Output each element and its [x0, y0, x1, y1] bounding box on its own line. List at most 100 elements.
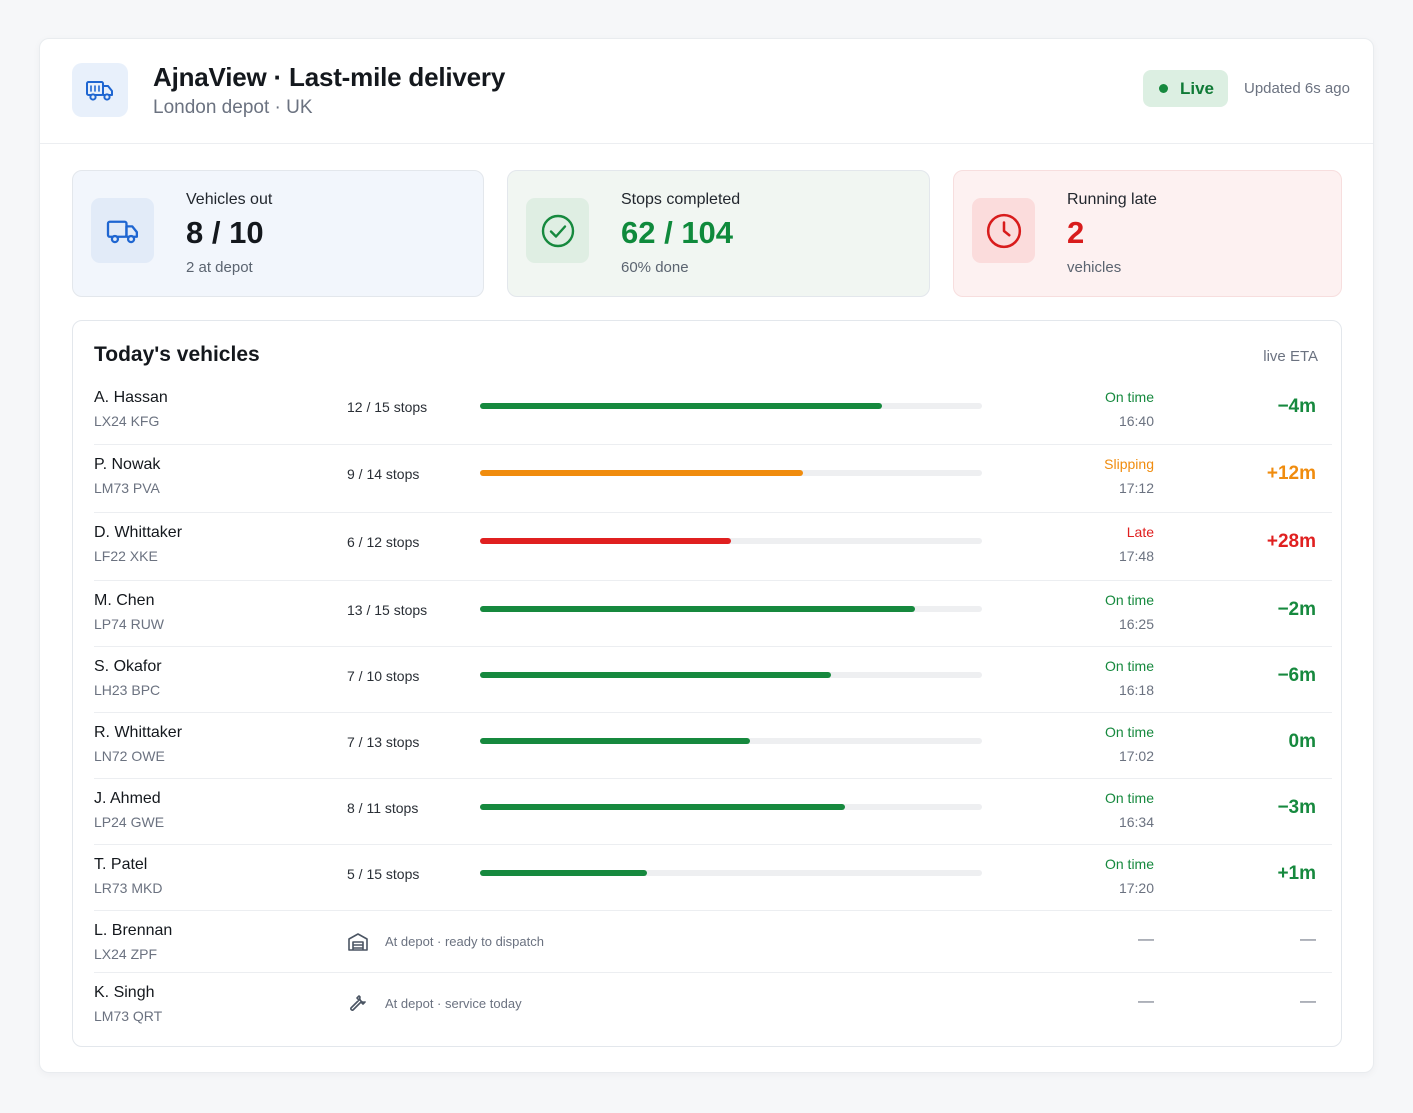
wrench-icon	[347, 993, 369, 1015]
header: AjnaView · Last-mile delivery London dep…	[40, 39, 1373, 144]
stat-running-late: Running late 2 vehicles	[953, 170, 1342, 297]
stat-value: 62 / 104	[621, 215, 734, 250]
vehicle-driver-name: A. Hassan	[94, 389, 168, 406]
vehicle-plate: LX24 KFG	[94, 413, 160, 429]
progress-fill	[480, 672, 832, 678]
depot-note: At depot · service today	[385, 996, 522, 1011]
vehicle-delta: —	[1300, 993, 1316, 1010]
vehicle-driver-name: S. Okafor	[94, 658, 162, 675]
table-row[interactable]: P. Nowak LM73 PVA 9 / 14 stops Slipping …	[94, 445, 1332, 513]
check-circle-icon	[526, 198, 589, 263]
progress-fill	[480, 738, 751, 744]
vehicle-plate: LR73 MKD	[94, 880, 163, 896]
table-row[interactable]: L. Brennan LX24 ZPF At depot · ready to …	[94, 911, 1332, 973]
vehicle-status: On time	[1104, 724, 1154, 740]
vehicle-plate: LX24 ZPF	[94, 946, 158, 962]
vehicle-eta: 17:02	[1118, 748, 1154, 764]
stat-sub: 2 at depot	[186, 259, 253, 276]
vehicle-driver-name: M. Chen	[94, 592, 155, 609]
vehicle-status: On time	[1104, 856, 1154, 872]
progress-track	[480, 403, 982, 409]
vehicle-delta: −4m	[1277, 396, 1316, 417]
table-row[interactable]: K. Singh LM73 QRT At depot · service tod…	[94, 973, 1332, 1039]
vehicle-status: On time	[1104, 592, 1154, 608]
table-row[interactable]: T. Patel LR73 MKD 5 / 15 stops On time 1…	[94, 845, 1332, 911]
vehicle-plate: LP24 GWE	[94, 814, 165, 830]
progress-track	[480, 470, 982, 476]
vehicle-eta: 16:40	[1118, 413, 1154, 429]
table-row[interactable]: J. Ahmed LP24 GWE 8 / 11 stops On time 1…	[94, 779, 1332, 845]
vehicle-plate: LN72 OWE	[94, 748, 165, 764]
vehicle-stops: 13 / 15 stops	[347, 602, 428, 618]
vehicle-plate: LH23 BPC	[94, 682, 161, 698]
stat-stops-completed: Stops completed 62 / 104 60% done	[507, 170, 930, 297]
vehicle-delta: +1m	[1277, 863, 1316, 884]
vehicle-status: On time	[1104, 389, 1154, 405]
app-subtitle: London depot · UK	[153, 97, 313, 118]
vehicle-driver-name: P. Nowak	[94, 456, 161, 473]
progress-track	[480, 870, 982, 876]
app-title: AjnaView · Last-mile delivery	[153, 62, 506, 92]
last-updated: Updated 6s ago	[1244, 80, 1350, 97]
vehicle-stops: 5 / 15 stops	[347, 866, 420, 882]
vehicle-status: —	[1138, 993, 1154, 1010]
vehicle-eta: 17:12	[1118, 480, 1154, 496]
table-row[interactable]: M. Chen LP74 RUW 13 / 15 stops On time 1…	[94, 581, 1332, 647]
vehicle-plate: LP74 RUW	[94, 616, 165, 632]
vehicle-driver-name: R. Whittaker	[94, 724, 183, 741]
vehicle-stops: 12 / 15 stops	[347, 399, 428, 415]
stat-sub: vehicles	[1067, 259, 1122, 276]
progress-track	[480, 606, 982, 612]
stat-value: 2	[1067, 215, 1085, 250]
dashboard-card: AjnaView · Last-mile delivery London dep…	[39, 38, 1374, 1073]
progress-fill	[480, 470, 803, 476]
progress-track	[480, 672, 982, 678]
vehicle-status: On time	[1104, 658, 1154, 674]
vehicle-plate: LM73 QRT	[94, 1008, 163, 1024]
table-row[interactable]: S. Okafor LH23 BPC 7 / 10 stops On time …	[94, 647, 1332, 713]
vehicle-eta: 16:34	[1118, 814, 1154, 830]
vehicle-eta: 17:48	[1118, 548, 1154, 564]
vehicle-delta: +12m	[1266, 463, 1316, 484]
vehicle-plate: LF22 XKE	[94, 548, 158, 564]
vehicle-driver-name: J. Ahmed	[94, 790, 161, 807]
stat-sub: 60% done	[621, 259, 689, 276]
vehicle-stops: 7 / 10 stops	[347, 668, 420, 684]
progress-fill	[480, 403, 882, 409]
live-status-badge[interactable]: Live	[1143, 70, 1228, 107]
progress-track	[480, 804, 982, 810]
stat-label: Stops completed	[621, 191, 741, 208]
progress-fill	[480, 538, 731, 544]
stat-value: 8 / 10	[186, 215, 264, 250]
vehicle-delta: −3m	[1277, 797, 1316, 818]
vehicle-driver-name: K. Singh	[94, 984, 155, 1001]
stat-label: Running late	[1067, 191, 1157, 208]
vehicles-panel: Today's vehicles live ETA A. Hassan LX24…	[72, 320, 1342, 1047]
stat-label: Vehicles out	[186, 191, 273, 208]
warehouse-icon	[347, 931, 369, 953]
vehicle-delta: −2m	[1277, 599, 1316, 620]
vehicle-eta: 17:20	[1118, 880, 1154, 896]
logo-truck-icon	[72, 63, 128, 117]
vehicle-stops: 9 / 14 stops	[347, 466, 420, 482]
table-row[interactable]: D. Whittaker LF22 XKE 6 / 12 stops Late …	[94, 513, 1332, 581]
table-row[interactable]: A. Hassan LX24 KFG 12 / 15 stops On time…	[94, 378, 1332, 445]
progress-fill	[480, 606, 916, 612]
clock-icon	[972, 198, 1035, 263]
table-row[interactable]: R. Whittaker LN72 OWE 7 / 13 stops On ti…	[94, 713, 1332, 779]
depot-note: At depot · ready to dispatch	[385, 934, 544, 949]
vehicle-status: On time	[1104, 790, 1154, 806]
progress-fill	[480, 804, 845, 810]
progress-fill	[480, 870, 648, 876]
vehicle-delta: —	[1300, 931, 1316, 948]
vehicle-delta: 0m	[1288, 731, 1316, 752]
stat-vehicles-out: Vehicles out 8 / 10 2 at depot	[72, 170, 484, 297]
vehicle-stops: 7 / 13 stops	[347, 734, 420, 750]
live-dot-icon	[1159, 84, 1168, 93]
vehicle-status: Slipping	[1104, 456, 1154, 472]
vehicle-stops: 6 / 12 stops	[347, 534, 420, 550]
vehicle-delta: +28m	[1266, 531, 1316, 552]
vehicle-stops: 8 / 11 stops	[347, 800, 419, 816]
vehicle-driver-name: T. Patel	[94, 856, 148, 873]
vehicle-eta: 16:25	[1118, 616, 1154, 632]
